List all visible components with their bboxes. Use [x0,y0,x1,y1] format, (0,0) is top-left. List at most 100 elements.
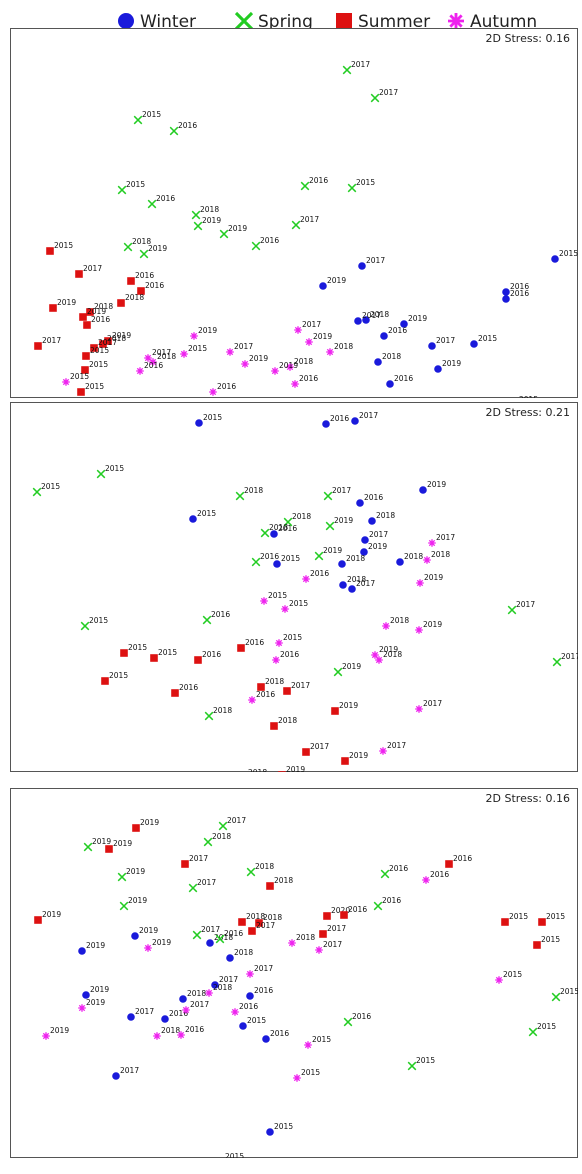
summer-point: 2015 [501,912,528,926]
point-label: 2019 [50,1026,69,1035]
point-label: 2017 [219,975,238,984]
spring-point: 2018 [191,205,219,220]
summer-point: 2015 [533,935,560,949]
spring-point: 2019 [117,867,145,882]
spring-point: 2019 [139,244,167,259]
autumn-point: 2019 [190,326,217,340]
winter-point: 2017 [354,311,381,325]
summer-point: 2018 [238,912,265,926]
summer-point: 2017 [34,336,61,350]
autumn-point: 2018 [286,357,313,371]
point-label: 2019 [92,837,111,846]
series-summer: 2019 2019 2017 2018 2016 2019 2018 2018 2020 2016… [34,818,565,949]
spring-point: 2018 [235,486,263,501]
point-label: 2015 [70,372,89,381]
point-label: 2016 [389,864,408,873]
spring-point: 2018 [123,237,151,252]
point-label: 2019 [90,985,109,994]
autumn-point: 2017 [226,342,253,356]
autumn-point: 2017 [246,964,273,978]
autumn-point: 2016 [291,374,318,388]
winter-point: 2019 [319,276,346,290]
autumn-point: 2015 [293,1068,320,1082]
point-label: 2019 [57,298,76,307]
autumn-point: 2016 [302,569,329,583]
winter-point: 2016 [380,326,407,340]
summer-point: 2017 [181,854,208,868]
summer-point: 2015 [120,643,147,657]
point-label: 2017 [561,652,578,661]
winter-point: 2016 [161,1009,188,1023]
autumn-point: 2017 [294,320,321,334]
summer-point: 2019 [331,701,358,715]
spring-point: 2015 [117,180,145,195]
point-label: 2018 [213,706,232,715]
winter-point: 2019 [78,941,105,955]
autumn-point: 2017 [379,741,406,755]
point-label: 2018 [292,512,311,521]
summer-point: 2015 [46,241,73,255]
point-label: 2016 [179,683,198,692]
summer-point: 2015 [150,648,177,662]
point-label: 2018 [382,352,401,361]
point-label: 2017 [366,256,385,265]
point-label: 2018 [234,948,253,957]
point-label: 2016 [211,610,230,619]
point-label: 2016 [453,854,472,863]
winter-point: 2016 [246,986,273,1000]
point-label: 2019 [342,662,361,671]
point-label: 2016 [388,326,407,335]
point-label: 2015 [546,912,565,921]
point-label: 2019 [313,332,332,341]
autumn-point: 2018 [423,550,450,564]
point-label: 2018 [370,310,389,319]
chart-legend: Winter Spring Summer Autumn [118,11,537,32]
spring-point: 2015 [528,1022,556,1037]
summer-point: 2015 [81,360,108,374]
point-label: 2018 [125,293,144,302]
plot-frame [10,788,578,1158]
summer-point: 2020 [323,906,350,920]
autumn-point: 2019 [78,998,105,1012]
point-label: 2015 [301,1068,320,1077]
spring-point: 2015 [551,987,578,1002]
winter-point: 2019 [131,926,158,940]
point-label: 2017 [436,533,455,542]
point-label: 2017 [387,741,406,750]
summer-point: 2016 [83,315,110,329]
point-label: 2018 [214,933,233,942]
point-label: 2019 [198,326,217,335]
winter-point: 2019 [434,359,461,373]
point-label: 2019 [442,359,461,368]
point-label: 2019 [427,480,446,489]
summer-point: 2018 [99,334,126,348]
point-label: 2017 [310,742,329,751]
point-label: 2016 [239,1002,258,1011]
autumn-point: 2019 [271,361,298,375]
point-label: 2016 [202,650,221,659]
winter-point: 2016 [322,414,349,428]
winter-point: 2019 [82,985,109,999]
stress-label: 2D Stress: 0.16 [486,792,570,805]
plot-frame [10,28,578,398]
winter-point: 2016 [356,493,383,507]
point-label: 2018 [265,677,284,686]
spring-point: 2017 [507,600,535,615]
point-label: 2018 [294,357,313,366]
point-label: 2015 [537,1022,556,1031]
autumn-point: 2018 [153,1026,180,1040]
point-label: 2018 [296,933,315,942]
point-label: 2017 [359,411,378,420]
summer-point: 2016 [171,683,198,697]
point-label: 2018 [376,511,395,520]
spring-point: 2015 [407,1056,435,1071]
legend-label: Summer [358,12,430,32]
point-label: 2018 [390,616,409,625]
autumn-point: 2015 [495,970,522,984]
spring-point: 2016 [169,121,197,136]
point-label: 2015 [41,482,60,491]
autumn-point: 2018 [326,342,353,356]
point-label: 2019 [128,896,147,905]
winter-point: 2018 [396,552,423,566]
